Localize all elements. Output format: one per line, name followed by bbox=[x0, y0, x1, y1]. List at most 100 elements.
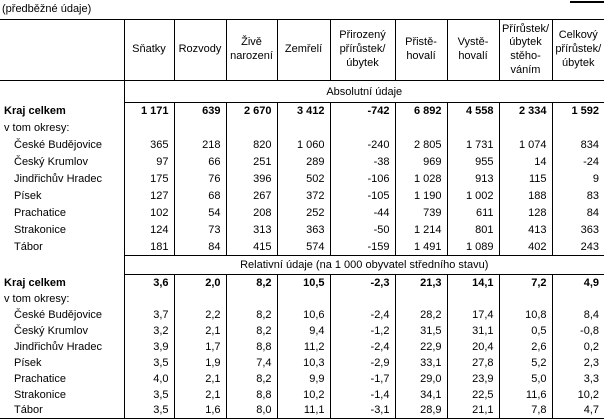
value-cell: 8,2 bbox=[225, 274, 278, 291]
value-cell: 739 bbox=[394, 204, 448, 222]
value-cell: 9,9 bbox=[276, 370, 331, 387]
value-cell: -159 bbox=[329, 238, 396, 256]
value-cell: 7,8 bbox=[498, 402, 553, 419]
table-row: Strakonice 3,5 2,1 8,8 10,2 -1,4 34,1 22,5 11,6 1… bbox=[0, 386, 604, 403]
value-cell: 3,5 bbox=[123, 354, 175, 371]
table-row: v tom okresy: bbox=[0, 119, 604, 137]
column-header-2: Rozvody bbox=[173, 19, 227, 81]
value-cell: -240 bbox=[329, 136, 396, 154]
row-label: České Budějovice bbox=[0, 136, 125, 154]
value-cell: 84 bbox=[551, 204, 604, 222]
value-cell: 17,4 bbox=[446, 306, 500, 323]
value-cell: 313 bbox=[225, 221, 278, 239]
value-cell: 10,2 bbox=[551, 386, 604, 403]
value-cell: 8,2 bbox=[225, 306, 278, 323]
value-cell: 0,5 bbox=[498, 322, 553, 339]
table-row: Jindřichův Hradec 3,9 1,7 8,8 11,2 -2,4 22,9 20… bbox=[0, 338, 604, 355]
value-cell: -1,4 bbox=[329, 386, 396, 403]
value-cell: 181 bbox=[123, 238, 175, 256]
value-cell: 639 bbox=[173, 102, 227, 120]
value-cell: 21,1 bbox=[446, 402, 500, 419]
value-cell bbox=[123, 290, 175, 307]
value-cell bbox=[551, 290, 604, 307]
value-cell: 4,7 bbox=[551, 402, 604, 419]
row-label: Strakonice bbox=[0, 221, 125, 239]
value-cell: 31,5 bbox=[394, 322, 448, 339]
value-cell: 1 074 bbox=[498, 136, 553, 154]
row-label: Český Krumlov bbox=[0, 153, 125, 171]
value-cell: 31,1 bbox=[446, 322, 500, 339]
section-title: Relativní údaje (na 1 000 obyvatel střed… bbox=[123, 255, 604, 275]
table-body: Absolutní údaje Kraj celkem 1 171 639 2 670 3… bbox=[0, 80, 604, 419]
column-header-7: Vystě- hovalí bbox=[446, 19, 500, 81]
value-cell: 14,1 bbox=[446, 274, 500, 291]
value-cell: 14 bbox=[498, 153, 553, 171]
value-cell: 363 bbox=[276, 221, 331, 239]
value-cell: 5,2 bbox=[498, 354, 553, 371]
value-cell: 4,0 bbox=[123, 370, 175, 387]
value-cell: 834 bbox=[551, 136, 604, 154]
value-cell: 11,1 bbox=[276, 402, 331, 419]
value-cell: 415 bbox=[225, 238, 278, 256]
value-cell: 1,6 bbox=[173, 402, 227, 419]
value-cell: 7,2 bbox=[498, 274, 553, 291]
row-label: Kraj celkem bbox=[0, 102, 125, 120]
section-row: Relativní údaje (na 1 000 obyvatel střed… bbox=[0, 255, 604, 275]
value-cell bbox=[498, 290, 553, 307]
row-label: v tom okresy: bbox=[0, 290, 125, 307]
column-header-3: Živě narození bbox=[225, 19, 278, 81]
value-cell bbox=[123, 119, 175, 137]
value-cell: -0,8 bbox=[551, 322, 604, 339]
value-cell: 2,1 bbox=[173, 386, 227, 403]
value-cell: 8,2 bbox=[225, 322, 278, 339]
value-cell: -2,4 bbox=[329, 338, 396, 355]
value-cell bbox=[173, 290, 227, 307]
value-cell: 372 bbox=[276, 187, 331, 205]
value-cell: 34,1 bbox=[394, 386, 448, 403]
value-cell: 267 bbox=[225, 187, 278, 205]
value-cell: 1,9 bbox=[173, 354, 227, 371]
value-cell: 574 bbox=[276, 238, 331, 256]
value-cell: 102 bbox=[123, 204, 175, 222]
value-cell: 913 bbox=[446, 170, 500, 188]
section-label-spacer bbox=[0, 255, 125, 275]
top-right-rule bbox=[570, 1, 604, 3]
value-cell bbox=[446, 290, 500, 307]
value-cell: 1 491 bbox=[394, 238, 448, 256]
row-label: Prachatice bbox=[0, 370, 125, 387]
column-header-9: Celkový přírůstek/ úbytek bbox=[551, 19, 604, 81]
value-cell: 3,6 bbox=[123, 274, 175, 291]
table-row: Písek 3,5 1,9 7,4 10,3 -2,9 33,1 27,8 5,2 2,3 bbox=[0, 354, 604, 371]
table-row: Prachatice 4,0 2,1 8,2 9,9 -1,7 29,0 23,9 5,0 3,3 bbox=[0, 370, 604, 387]
value-cell: 188 bbox=[498, 187, 553, 205]
value-cell: 3,3 bbox=[551, 370, 604, 387]
value-cell: 1 592 bbox=[551, 102, 604, 120]
value-cell: 21,3 bbox=[394, 274, 448, 291]
value-cell: 11,2 bbox=[276, 338, 331, 355]
column-header-5: Přirozený přírůstek/ úbytek bbox=[329, 19, 396, 81]
row-label: Písek bbox=[0, 354, 125, 371]
value-cell: 1 731 bbox=[446, 136, 500, 154]
value-cell: 175 bbox=[123, 170, 175, 188]
value-cell: -105 bbox=[329, 187, 396, 205]
value-cell: 4,9 bbox=[551, 274, 604, 291]
value-cell: 2,3 bbox=[551, 354, 604, 371]
value-cell: 83 bbox=[551, 187, 604, 205]
corner-cell bbox=[0, 19, 125, 81]
value-cell bbox=[446, 119, 500, 137]
value-cell: 1 171 bbox=[123, 102, 175, 120]
value-cell: 3,7 bbox=[123, 306, 175, 323]
value-cell bbox=[551, 119, 604, 137]
value-cell: 2,1 bbox=[173, 322, 227, 339]
value-cell: 289 bbox=[276, 153, 331, 171]
value-cell: 1 214 bbox=[394, 221, 448, 239]
table-row: Kraj celkem 3,6 2,0 8,2 10,5 -2,3 21,3 14,1 7,2 4… bbox=[0, 274, 604, 291]
value-cell: 128 bbox=[498, 204, 553, 222]
value-cell: 396 bbox=[225, 170, 278, 188]
header-row: Sňatky Rozvody Živě narození Zemřelí Přiroze… bbox=[0, 19, 604, 81]
value-cell bbox=[173, 119, 227, 137]
value-cell: 54 bbox=[173, 204, 227, 222]
value-cell bbox=[394, 119, 448, 137]
value-cell: 3,2 bbox=[123, 322, 175, 339]
value-cell: 84 bbox=[173, 238, 227, 256]
